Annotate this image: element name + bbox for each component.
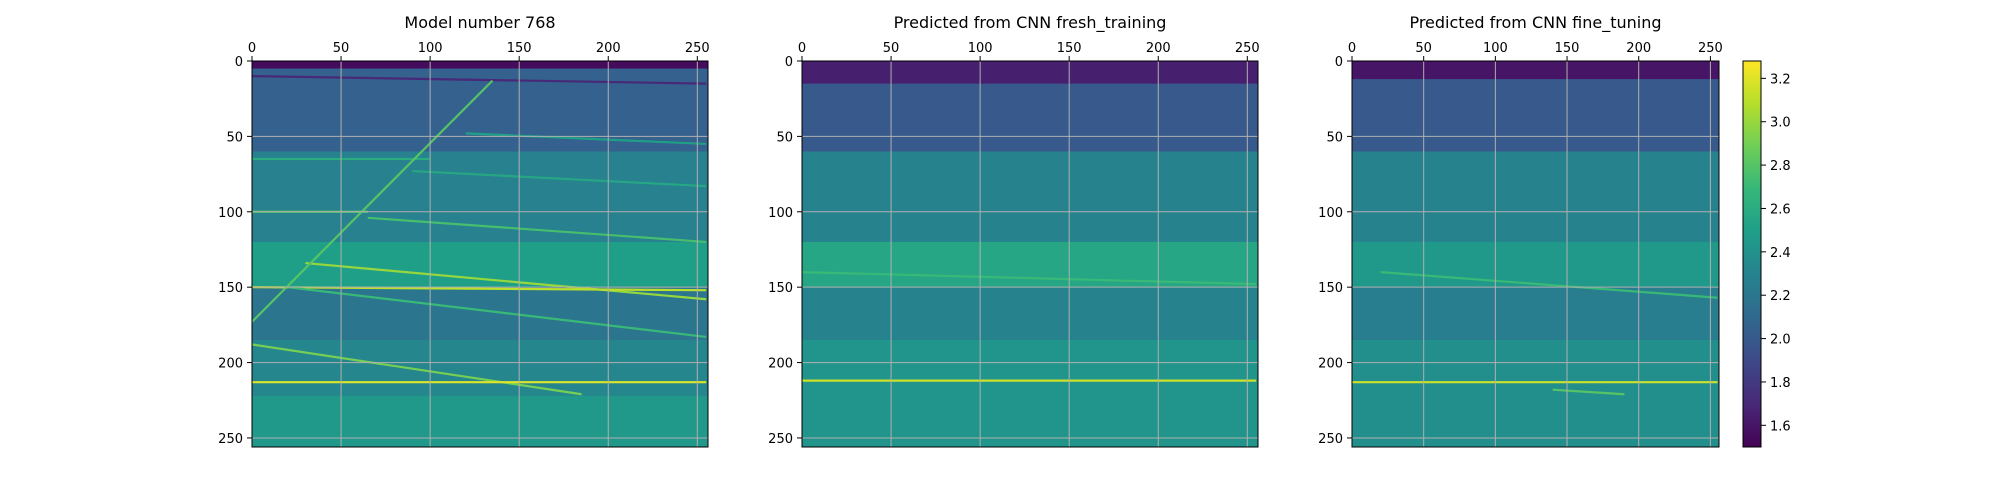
heatmap-image xyxy=(1352,61,1719,447)
y-tick-label: 200 xyxy=(1318,357,1343,372)
heatmap-reflector xyxy=(252,79,494,323)
heatmap-layer xyxy=(252,151,708,243)
y-tick-label: 100 xyxy=(1318,206,1343,221)
colorbar: 1.6 1.8 2.0 2.2 2.4 2.6 2.8 3.0 3.2 xyxy=(1742,60,1791,448)
colorbar-tick-label: 2.6 xyxy=(1770,202,1791,217)
heatmap-layer xyxy=(1352,339,1719,447)
x-tick-label: 200 xyxy=(1146,41,1171,56)
y-tick-label: 250 xyxy=(768,432,793,447)
heatmap-layer xyxy=(802,151,1258,243)
y-tick-label: 50 xyxy=(226,130,243,145)
heatmap-reflector xyxy=(465,132,707,146)
axes-frame xyxy=(801,60,1259,448)
colorbar-tick-label: 1.8 xyxy=(1770,376,1791,391)
colorbar-tick-label: 2.0 xyxy=(1770,333,1791,348)
heatmap-layer xyxy=(1352,61,1719,80)
heatmap-reflector xyxy=(367,216,707,244)
x-tick-label: 100 xyxy=(1483,41,1508,56)
heatmap-reflector xyxy=(412,169,707,188)
x-tick-label: 0 xyxy=(248,41,256,56)
y-tick-label: 250 xyxy=(218,432,243,447)
heatmap-image xyxy=(802,61,1258,447)
subplot-title: Predicted from CNN fine_tuning xyxy=(1409,13,1661,33)
y-tick-label: 0 xyxy=(235,55,243,70)
x-tick-label: 200 xyxy=(596,41,621,56)
heatmap-reflector xyxy=(252,286,707,292)
x-tick-label: 50 xyxy=(333,41,350,56)
x-tick-label: 50 xyxy=(883,41,900,56)
x-tick-label: 0 xyxy=(798,41,806,56)
grid xyxy=(801,60,1258,447)
heatmap-reflector xyxy=(252,74,707,85)
heatmap-layer xyxy=(252,339,708,397)
subplot-title: Predicted from CNN fresh_training xyxy=(894,13,1167,33)
x-tick-label: 100 xyxy=(418,41,443,56)
subplot-2: 0 50 100 150 200 250 0 50 100 150 200 250 Predicted … xyxy=(768,13,1260,448)
colorbar-tick-label: 3.0 xyxy=(1770,116,1791,131)
heatmap-layer xyxy=(1352,151,1719,243)
x-tick-label: 250 xyxy=(1698,41,1723,56)
x-tick-label: 150 xyxy=(1555,41,1580,56)
heatmap-layer xyxy=(802,241,1258,288)
y-tick-label: 150 xyxy=(1318,281,1343,296)
y-tick-label: 100 xyxy=(218,206,243,221)
x-tick-label: 150 xyxy=(1057,41,1082,56)
heatmap-layer xyxy=(802,83,1258,152)
x-tick-label: 100 xyxy=(968,41,993,56)
y-tick-label: 50 xyxy=(776,130,793,145)
subplot-3: 0 50 100 150 200 250 0 50 100 150 200 250 Predicted … xyxy=(1318,13,1723,448)
y-tick-label: 0 xyxy=(785,55,793,70)
colorbar-tick-label: 2.4 xyxy=(1770,246,1791,261)
heatmap-reflector xyxy=(287,286,707,339)
heatmap-reflector xyxy=(252,343,582,396)
y-tick-label: 0 xyxy=(1335,55,1343,70)
heatmap-layer xyxy=(1352,79,1719,152)
x-tick-label: 250 xyxy=(1235,41,1260,56)
y-tick-label: 200 xyxy=(768,357,793,372)
y-tick-label: 150 xyxy=(218,281,243,296)
colorbar-tick-label: 2.2 xyxy=(1770,289,1791,304)
x-tick-label: 0 xyxy=(1348,41,1356,56)
heatmap-layer xyxy=(252,68,708,152)
x-tick-label: 250 xyxy=(685,41,710,56)
heatmap-reflector xyxy=(305,261,707,301)
subplots: 0 50 100 150 200 250 0 50 100 150 200 250 Model numb… xyxy=(218,13,1723,448)
x-tick-label: 200 xyxy=(1626,41,1651,56)
heatmap-layer xyxy=(1352,241,1719,288)
heatmap-reflector xyxy=(1380,270,1718,299)
heatmap-layer xyxy=(802,339,1258,447)
x-tick-label: 150 xyxy=(507,41,532,56)
subplot-title: Model number 768 xyxy=(404,13,555,32)
heatmap-layer xyxy=(252,287,708,341)
heatmap-image xyxy=(252,61,708,447)
heatmap-layer xyxy=(252,61,708,70)
y-tick-label: 100 xyxy=(768,206,793,221)
y-tick-label: 200 xyxy=(218,357,243,372)
heatmap-reflector xyxy=(1552,388,1625,396)
heatmap-layer xyxy=(1352,287,1719,341)
heatmap-layer xyxy=(252,395,708,447)
axes-frame xyxy=(1351,60,1720,448)
heatmap-reflector xyxy=(802,270,1257,286)
y-tick-label: 50 xyxy=(1326,130,1343,145)
colorbar-gradient xyxy=(1742,60,1762,448)
axes-frame xyxy=(251,60,709,448)
y-tick-label: 250 xyxy=(1318,432,1343,447)
x-tick-label: 50 xyxy=(1415,41,1432,56)
heatmap-layer xyxy=(802,61,1258,85)
subplot-1: 0 50 100 150 200 250 0 50 100 150 200 250 Model numb… xyxy=(218,13,710,448)
heatmap-layer xyxy=(802,287,1258,341)
colorbar-tick-label: 1.6 xyxy=(1770,419,1791,434)
y-tick-label: 150 xyxy=(768,281,793,296)
colorbar-tick-label: 2.8 xyxy=(1770,159,1791,174)
colorbar-tick-label: 3.2 xyxy=(1770,72,1791,87)
